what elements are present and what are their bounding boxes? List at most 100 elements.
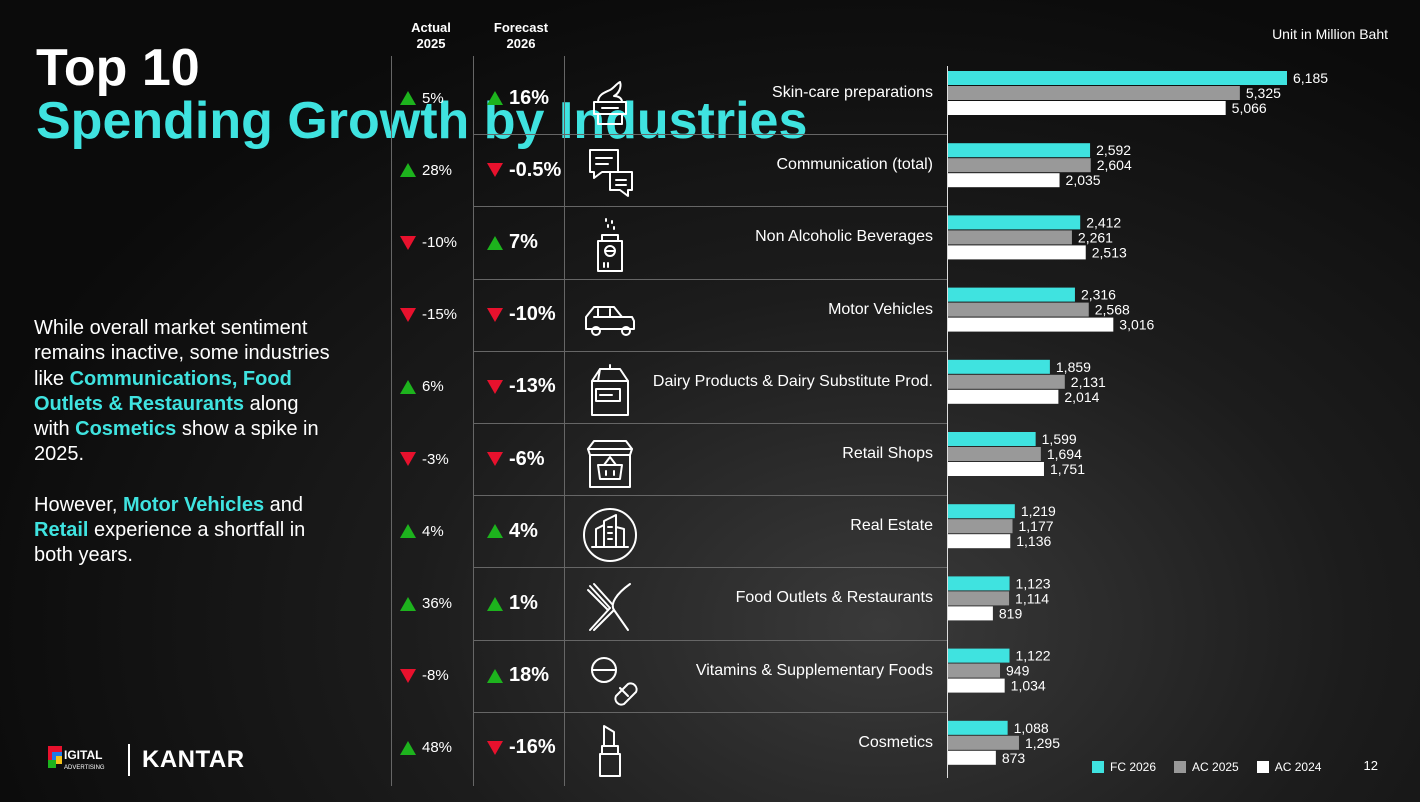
actual-growth-value: 5%: [422, 89, 444, 107]
category-label: Food Outlets & Restaurants: [735, 589, 933, 607]
forecast-growth-value: 18%: [509, 664, 550, 687]
forecast-growth-cell: 16%: [487, 85, 549, 111]
cream-jar-icon: [580, 70, 640, 130]
page-number: 12: [1363, 758, 1378, 773]
bar-value-label: 1,122: [1015, 648, 1050, 664]
logo-separator: [128, 744, 130, 776]
up-arrow-icon: [400, 524, 416, 539]
chart-axis: [947, 66, 948, 778]
legend-label: AC 2025: [1192, 760, 1239, 774]
bar-value-label: 5,325: [1246, 85, 1281, 101]
highlight-text: Retail: [34, 519, 89, 542]
forecast-growth-value: -0.5%: [509, 158, 562, 181]
highlight-text: Motor Vehicles: [122, 493, 265, 516]
actual-growth-cell: -8%: [400, 665, 449, 687]
up-arrow-icon: [487, 235, 503, 250]
bar-ac-2025: [948, 230, 1072, 245]
bar-value-label: 2,592: [1096, 142, 1131, 158]
legend-label: AC 2024: [1274, 760, 1322, 774]
bar-ac-2024: [948, 750, 996, 765]
legend-label: FC 2026: [1110, 760, 1157, 774]
bar-ac-2025: [948, 447, 1041, 461]
bar-ac-2025: [948, 374, 1065, 389]
bar-value-label: 1,114: [1015, 590, 1049, 606]
chart-legend: FC 2026 AC 2025 AC 2024: [1092, 760, 1321, 774]
down-arrow-icon: [487, 379, 503, 394]
actual-header-line1: Actual: [411, 20, 451, 35]
legend-swatch: [1256, 761, 1269, 773]
daat-logo-text: IGITAL: [64, 748, 102, 762]
bar-value-label: 1,859: [1056, 359, 1091, 375]
lipstick-icon: [580, 720, 640, 780]
bar-ac-2025: [948, 663, 1001, 678]
up-arrow-icon: [487, 524, 503, 539]
legend-swatch: [1092, 761, 1104, 773]
actual-growth-value: 6%: [422, 378, 444, 396]
category-label: Dairy Products & Dairy Substitute Prod.: [652, 372, 933, 390]
bar-ac-2024: [948, 606, 993, 621]
bar-value-label: 6,185: [1293, 70, 1328, 86]
bar-value-label: 1,295: [1025, 735, 1060, 751]
title-line1: Top 10: [36, 39, 200, 97]
bar-ac-2024: [948, 678, 1005, 693]
bar-value-label: 1,177: [1019, 518, 1054, 534]
down-arrow-icon: [400, 668, 416, 683]
chat-bubbles-icon: [580, 142, 640, 202]
description-text: and: [264, 493, 304, 516]
down-arrow-icon: [487, 452, 503, 467]
description-paragraph-1: While overall market sentiment remains i…: [34, 316, 334, 468]
description-paragraph-2: However, Motor Vehicles and Retail exper…: [34, 493, 334, 569]
actual-2025-header: Actual 2025: [391, 20, 471, 52]
row-divider: [473, 423, 947, 424]
up-arrow-icon: [400, 379, 416, 394]
forecast-growth-value: -16%: [509, 736, 556, 759]
bar-value-label: 2,604: [1097, 157, 1132, 173]
actual-growth-value: 4%: [422, 522, 444, 540]
bar-value-label: 1,034: [1011, 678, 1046, 694]
up-arrow-icon: [487, 91, 503, 106]
bar-ac-2024: [948, 101, 1226, 115]
legend-item: AC 2024: [1256, 760, 1322, 774]
footer-logos: IGITAL ADVERTISING KANTAR: [46, 742, 245, 778]
spray-bottle-icon: [580, 215, 640, 275]
bar-value-label: 1,599: [1042, 431, 1077, 447]
category-label: Motor Vehicles: [828, 300, 933, 318]
description-text: along with: [34, 392, 299, 441]
fork-knife-icon: [580, 576, 640, 636]
down-arrow-icon: [487, 307, 503, 322]
table-divider-forecast: [564, 56, 565, 786]
category-label: Vitamins & Supplementary Foods: [695, 661, 933, 679]
bar-fc-2026: [948, 432, 1036, 446]
forecast-growth-cell: -0.5%: [487, 157, 561, 183]
description: While overall market sentiment remains i…: [34, 316, 334, 594]
bar-ac-2024: [948, 462, 1044, 476]
actual-growth-cell: -15%: [400, 304, 457, 326]
actual-growth-value: -3%: [422, 450, 449, 468]
row-divider: [473, 350, 947, 352]
bar-ac-2024: [948, 534, 1011, 549]
bar-value-label: 949: [1006, 663, 1030, 679]
actual-growth-cell: 4%: [400, 520, 444, 542]
category-label: Communication (total): [776, 156, 934, 174]
highlight-text: Cosmetics: [75, 418, 177, 441]
down-arrow-icon: [400, 235, 416, 250]
forecast-header-line1: Forecast: [493, 20, 549, 35]
bar-ac-2025: [948, 591, 1010, 606]
bar-value-label: 1,219: [1021, 503, 1056, 519]
actual-growth-value: -15%: [422, 306, 458, 324]
bar-value-label: 2,316: [1081, 287, 1116, 303]
bar-fc-2026: [948, 504, 1015, 519]
forecast-growth-cell: 4%: [487, 518, 538, 544]
bar-value-label: 1,088: [1014, 720, 1049, 736]
bar-ac-2025: [948, 735, 1019, 750]
up-arrow-icon: [400, 163, 416, 178]
row-divider: [473, 206, 947, 208]
row-divider: [473, 134, 947, 136]
description-text: While overall market sentiment remains i…: [34, 317, 330, 390]
actual-growth-value: 36%: [422, 595, 453, 612]
category-label: Non Alcoholic Beverages: [755, 228, 933, 246]
kantar-logo: KANTAR: [142, 746, 245, 773]
actual-growth-value: -8%: [422, 667, 449, 685]
car-icon: [580, 287, 640, 347]
actual-growth-cell: 28%: [400, 159, 452, 181]
